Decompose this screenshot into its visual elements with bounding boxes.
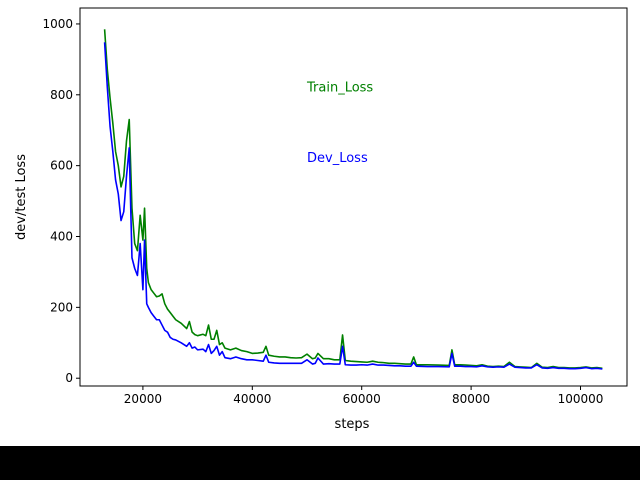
series-line-1 xyxy=(103,42,603,370)
series-layer xyxy=(103,29,603,370)
x-axis-label: steps xyxy=(335,417,370,432)
x-tick-label: 40000 xyxy=(233,392,271,406)
y-tick-label: 1000 xyxy=(42,17,73,31)
y-tick-label: 200 xyxy=(50,300,73,314)
x-axis: 20000 40000 60000 80000 100000 xyxy=(124,386,604,406)
annotation-1: Dev_Loss xyxy=(307,151,368,166)
bottom-black-bar xyxy=(0,446,640,480)
x-tick-label: 20000 xyxy=(124,392,162,406)
annotation-layer: Train_Loss Dev_Loss xyxy=(306,80,373,166)
y-tick-label: 400 xyxy=(50,230,73,244)
annotation-0: Train_Loss xyxy=(306,80,373,95)
y-axis-label: dev/test Loss xyxy=(14,154,29,240)
plot-frame xyxy=(79,7,628,387)
y-tick-label: 0 xyxy=(65,371,73,385)
y-tick-label: 800 xyxy=(50,88,73,102)
x-tick-label: 80000 xyxy=(452,392,490,406)
y-tick-label: 600 xyxy=(50,159,73,173)
x-tick-label: 60000 xyxy=(343,392,381,406)
x-tick-label: 100000 xyxy=(558,392,604,406)
y-axis: 0 200 400 600 800 1000 xyxy=(42,17,80,385)
